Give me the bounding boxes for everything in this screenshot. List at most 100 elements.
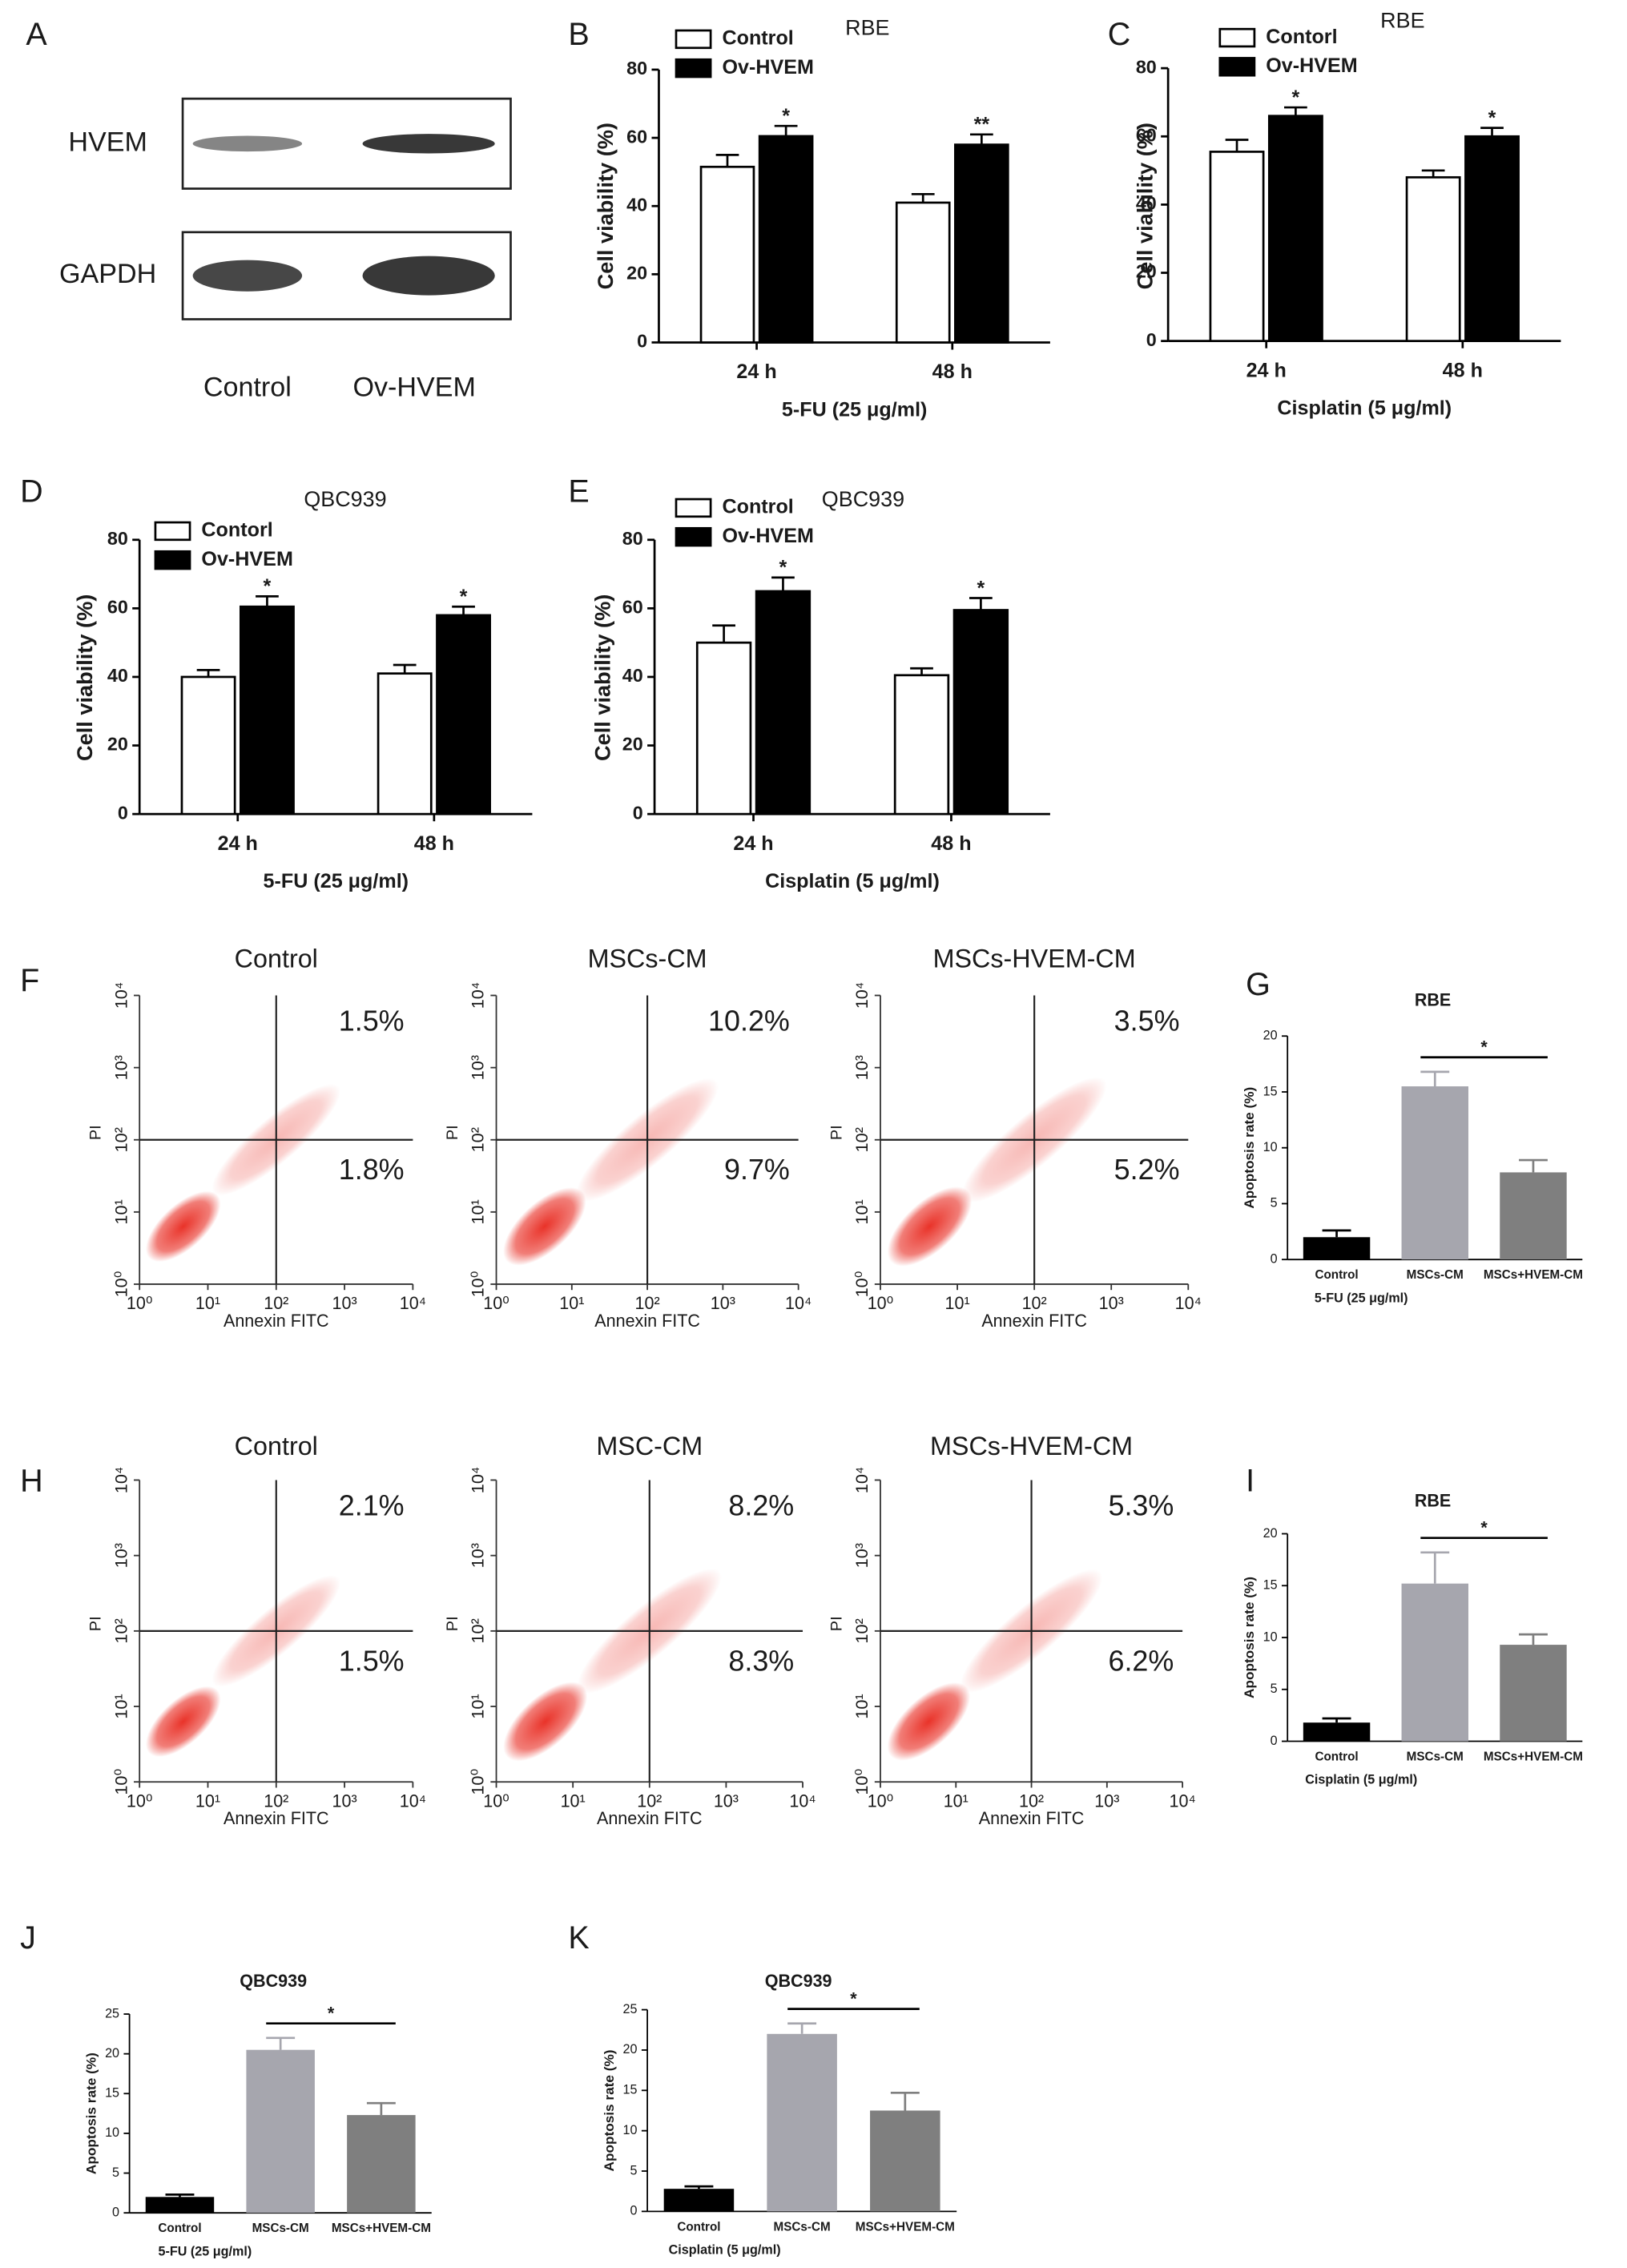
y-tick-label: 80 bbox=[622, 528, 643, 549]
x-axis-label: Cisplatin (5 μg/ml) bbox=[1277, 397, 1452, 419]
legend-swatch bbox=[675, 58, 712, 79]
y-tick-label: 0 bbox=[633, 802, 643, 823]
bar bbox=[246, 2049, 315, 2214]
x-axis-label: 5-FU (25 μg/ml) bbox=[782, 398, 928, 421]
y-axis-label: Apoptosis rate (%) bbox=[83, 2052, 99, 2174]
bar bbox=[180, 675, 236, 816]
x-tick-label: 10⁴ bbox=[789, 1791, 816, 1811]
significance: * bbox=[977, 577, 985, 599]
y-axis-label: PI bbox=[444, 1125, 461, 1140]
legend-swatch bbox=[1218, 27, 1256, 48]
y-tick-label: 0 bbox=[1271, 1734, 1278, 1748]
y-tick-label: 40 bbox=[1136, 193, 1157, 214]
y-tick-label: 80 bbox=[1136, 56, 1157, 77]
row-label: HVEM bbox=[68, 127, 147, 157]
x-tick-label: MSCs+HVEM-CM bbox=[1484, 1268, 1583, 1282]
y-tick-label: 10² bbox=[852, 1618, 872, 1643]
legend-label: Ov-HVEM bbox=[722, 56, 813, 79]
quadrant-percent: 8.2% bbox=[728, 1489, 794, 1521]
y-tick-label: 10⁰ bbox=[111, 1769, 131, 1795]
bar bbox=[952, 609, 1009, 816]
x-tick-label: Control bbox=[677, 2220, 720, 2234]
y-tick-label: 40 bbox=[107, 665, 128, 686]
bar bbox=[145, 2197, 215, 2214]
significance: * bbox=[782, 105, 790, 127]
quadrant-percent: 6.2% bbox=[1108, 1644, 1174, 1677]
x-axis-label: Annexin FITC bbox=[224, 1311, 329, 1331]
quadrant-percent: 1.5% bbox=[339, 1644, 405, 1677]
x-axis-label: Annexin FITC bbox=[597, 1808, 703, 1828]
bar bbox=[239, 605, 295, 816]
error-bar bbox=[1421, 169, 1445, 178]
y-tick-label: 10² bbox=[852, 1127, 872, 1152]
legend-swatch bbox=[675, 29, 712, 50]
y-tick-label: 10 bbox=[1263, 1629, 1278, 1644]
x-tick-label: 48 h bbox=[1443, 359, 1483, 381]
chart-title: RBE bbox=[1415, 989, 1451, 1009]
y-axis-label: Cell viability (%) bbox=[1133, 123, 1157, 289]
error-bar bbox=[787, 2022, 817, 2034]
y-tick-label: 0 bbox=[118, 802, 128, 823]
significance: * bbox=[328, 2003, 335, 2023]
y-axis-label: Apoptosis rate (%) bbox=[1241, 1577, 1257, 1698]
error-bar bbox=[684, 2185, 714, 2189]
x-axis-label: Annexin FITC bbox=[224, 1808, 329, 1828]
y-tick-label: 10⁴ bbox=[852, 1467, 872, 1494]
y-tick-label: 10³ bbox=[852, 1543, 872, 1568]
event-cloud bbox=[503, 1682, 588, 1762]
bar bbox=[1405, 175, 1461, 343]
y-tick-label: 80 bbox=[107, 528, 128, 549]
x-tick-label: 10¹ bbox=[195, 1293, 220, 1313]
significance: * bbox=[1488, 107, 1496, 129]
y-tick-label: 10³ bbox=[852, 1055, 872, 1080]
x-tick-label: 10³ bbox=[332, 1791, 357, 1811]
bar bbox=[347, 2115, 416, 2214]
y-axis-label: Cell viability (%) bbox=[73, 594, 97, 761]
panel-label: B bbox=[568, 17, 589, 52]
y-tick-label: 25 bbox=[623, 2002, 638, 2016]
panel-label: J bbox=[20, 1920, 36, 1956]
x-axis-label: Annexin FITC bbox=[979, 1808, 1085, 1828]
y-tick-label: 20 bbox=[107, 734, 128, 755]
chart-title: QBC939 bbox=[304, 487, 386, 511]
error-bar bbox=[1322, 1717, 1351, 1723]
error-bar bbox=[266, 2036, 296, 2050]
y-axis-label: Cell viability (%) bbox=[590, 594, 614, 761]
x-tick-label: 48 h bbox=[932, 361, 973, 383]
y-tick-label: 60 bbox=[107, 596, 128, 617]
legend-label: Ov-HVEM bbox=[201, 548, 292, 570]
legend-swatch bbox=[154, 550, 191, 570]
y-tick-label: 10¹ bbox=[468, 1199, 488, 1224]
row-label: GAPDH bbox=[59, 259, 156, 289]
y-tick-label: 10¹ bbox=[852, 1694, 872, 1718]
panel-label: H bbox=[20, 1463, 43, 1498]
y-tick-label: 10⁰ bbox=[852, 1271, 872, 1298]
error-bar bbox=[715, 153, 739, 167]
x-tick-label: 10⁰ bbox=[127, 1791, 153, 1811]
bar bbox=[695, 641, 752, 816]
x-tick-label: MSCs+HVEM-CM bbox=[332, 2222, 431, 2235]
panel-label: I bbox=[1246, 1463, 1254, 1498]
y-tick-label: 0 bbox=[637, 331, 647, 352]
x-tick-label: MSCs-CM bbox=[774, 2220, 831, 2234]
x-tick-label: MSCs-CM bbox=[1407, 1268, 1464, 1282]
bar bbox=[377, 672, 433, 816]
y-tick-label: 0 bbox=[630, 2204, 638, 2218]
y-tick-label: 10⁰ bbox=[852, 1769, 872, 1795]
quadrant-percent: 10.2% bbox=[708, 1004, 790, 1037]
bar bbox=[1500, 1645, 1567, 1742]
x-tick-label: 10¹ bbox=[195, 1791, 220, 1811]
panel-label: G bbox=[1246, 967, 1271, 1002]
x-tick-label: MSCs+HVEM-CM bbox=[856, 2220, 955, 2234]
blot-band bbox=[362, 256, 495, 296]
y-tick-label: 15 bbox=[623, 2083, 638, 2097]
y-tick-label: 10 bbox=[105, 2125, 119, 2140]
x-tick-label: 10³ bbox=[332, 1293, 357, 1313]
bar bbox=[893, 674, 950, 816]
error-bar bbox=[256, 595, 279, 607]
x-tick-label: 10⁴ bbox=[1175, 1293, 1202, 1313]
x-axis-label: Annexin FITC bbox=[981, 1311, 1087, 1331]
chart-title: RBE bbox=[1415, 1490, 1451, 1510]
bar bbox=[1303, 1722, 1371, 1742]
error-bar bbox=[1519, 1633, 1548, 1646]
